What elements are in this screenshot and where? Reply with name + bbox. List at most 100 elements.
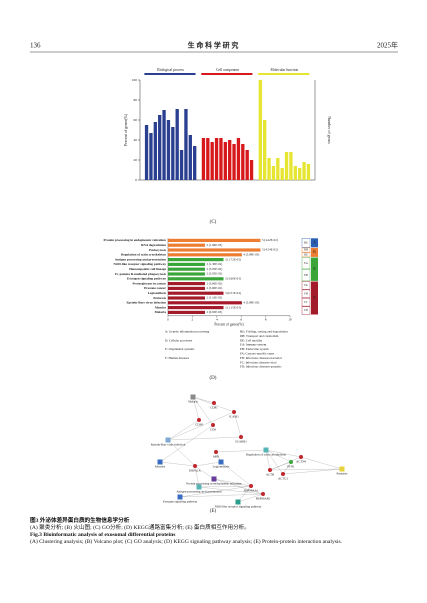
legend-label: Biological process	[157, 68, 184, 72]
protein-node	[214, 450, 218, 454]
bar	[168, 238, 261, 242]
protein-node	[232, 410, 236, 414]
legend-swatch	[201, 73, 253, 75]
x-tick-label: 8	[265, 318, 267, 322]
y-tick-label: Protein processing in endoplasmic reticu…	[104, 238, 167, 242]
subgroup-box	[301, 247, 311, 253]
node-label: SCARB1	[235, 440, 247, 444]
legend-note: EB: Endocrine system	[240, 347, 269, 351]
bar	[171, 127, 175, 180]
bar	[228, 140, 232, 180]
network-edge	[194, 461, 222, 467]
network-edge	[159, 461, 196, 467]
bar-note: 4 (3.99E-03)	[243, 301, 259, 305]
legend-note: A: Genetic information processing	[165, 330, 210, 334]
bar	[168, 306, 224, 310]
network-edge	[269, 456, 302, 471]
bar	[210, 142, 214, 180]
bar	[179, 150, 184, 180]
network-edge	[265, 449, 292, 463]
bar	[149, 133, 153, 180]
protein-node	[268, 468, 272, 472]
network-edge	[237, 493, 264, 503]
legend-note: FC: Infectious diseases-viral	[240, 360, 277, 364]
node-label: HSPA1A	[189, 469, 201, 473]
group-label: A	[313, 241, 316, 245]
protein-node	[211, 423, 215, 427]
subgroup-label: FD	[304, 309, 308, 312]
x-tick-label: 4	[216, 318, 218, 322]
node-label: ACTB	[266, 473, 274, 477]
pathway-node	[263, 447, 269, 453]
group-label: B	[313, 250, 316, 254]
legend-note: EA: Immune system	[240, 343, 267, 347]
bar-note: 3 (3.60E-03)	[225, 277, 241, 281]
network-edge	[282, 468, 343, 475]
pathway-node	[190, 394, 196, 400]
bar	[168, 258, 224, 262]
bar	[219, 138, 223, 180]
subgroup-box	[301, 289, 311, 298]
network-edge	[215, 449, 267, 453]
bar	[271, 166, 276, 180]
subgroup-box	[301, 306, 311, 315]
bar	[284, 152, 289, 180]
subgroup-label: DE	[304, 253, 308, 256]
node-label: Protein processing in endoplasmic reticu…	[186, 482, 242, 486]
network-edge	[192, 396, 200, 421]
bar-note: 3 (1.15E-03)	[225, 305, 241, 309]
network-edge	[179, 493, 264, 498]
bar-note: 3 (1.72E-03)	[225, 257, 241, 261]
y-tick-label: 80	[134, 98, 138, 102]
bar-note: 2 (3.60E-02)	[206, 281, 222, 285]
protein-node	[289, 460, 293, 464]
bar	[168, 272, 205, 276]
legend-note: DE: Cell motility	[240, 338, 263, 342]
legend-note: F: Human diseases	[165, 356, 190, 360]
pathway-node	[211, 476, 217, 482]
pathway-node	[177, 494, 183, 500]
node-label: ABI1	[213, 455, 220, 459]
bar	[232, 144, 236, 180]
legend-note: FB: Infectious diseases-bacterial	[240, 356, 282, 360]
node-label: Regulation of actin cytoskeleton	[246, 453, 287, 457]
subgroup-box	[301, 252, 311, 258]
subgroup-label: DB	[304, 249, 308, 252]
legend-label: Molecular function	[271, 68, 299, 72]
subgroup-box	[301, 298, 311, 307]
bar	[214, 138, 219, 180]
bar	[293, 166, 297, 180]
bar	[168, 301, 242, 305]
bar	[168, 243, 205, 247]
group-label: F	[314, 296, 316, 300]
bar	[168, 310, 205, 314]
bar-note: 2 (1.16E-02)	[206, 296, 222, 300]
network-edge	[220, 461, 252, 487]
y-tick-label: 60	[134, 118, 138, 122]
node-label: Estrogen signaling pathway	[163, 500, 198, 504]
y-tick-label: Malaria	[155, 310, 167, 314]
protein-node	[249, 484, 253, 488]
group-box	[311, 257, 318, 281]
bar	[168, 262, 205, 266]
bar-note: 2 (1.96E-03)	[206, 243, 222, 247]
bar	[168, 248, 261, 252]
y-tick-label: Regulation of actin cytoskeleton	[121, 253, 166, 257]
panel-label: (D)	[210, 376, 217, 381]
bar	[306, 164, 311, 180]
bar	[289, 152, 293, 180]
node-label: Epstein-Barr virus infection	[151, 443, 186, 447]
bar	[201, 138, 206, 180]
bar-note: 2 (9.93E-03)	[206, 310, 222, 314]
page-number: 136	[30, 42, 41, 50]
legend-swatch	[144, 73, 196, 75]
caption: 图3 外泌体差异蛋白质的生物信息学分析 (A) 聚类分析; (B) 火山图; (…	[30, 518, 400, 546]
network-edge	[167, 419, 200, 441]
network-edge	[265, 449, 302, 458]
legend-note: FD: Infectious diseases-parasitic	[240, 365, 282, 369]
bar	[168, 282, 205, 286]
bar	[267, 158, 271, 180]
legend-note: DB: Transport and catabolism	[240, 334, 279, 338]
subgroup-label: EB	[304, 274, 308, 277]
caption-text-cn: (A) 聚类分析; (B) 火山图; (C) GO分析; (D) KEGG通路富…	[30, 525, 250, 531]
